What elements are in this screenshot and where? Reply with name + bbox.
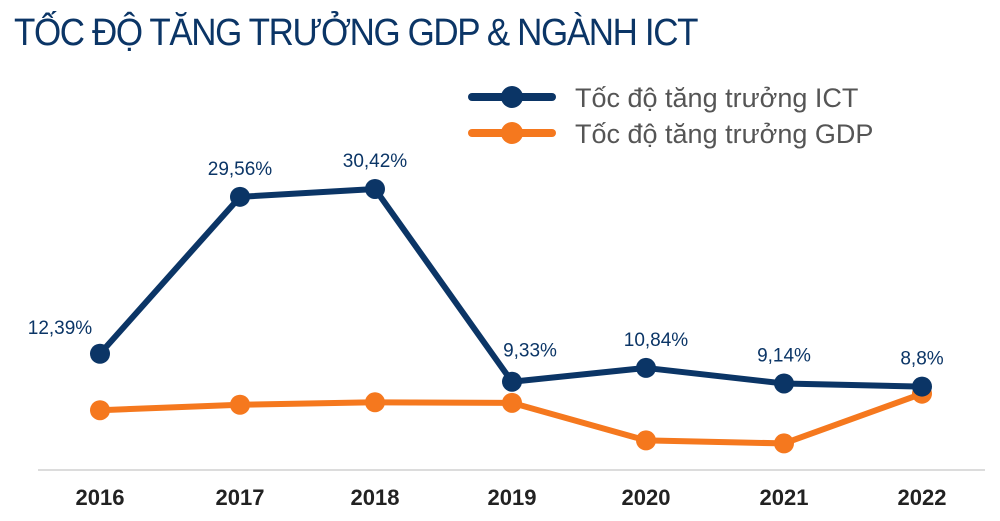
legend-label: Tốc độ tăng trưởng GDP <box>575 119 873 149</box>
data-label: 10,84% <box>624 330 689 351</box>
data-label: 12,39% <box>28 318 93 339</box>
x-tick-label: 2016 <box>76 485 125 510</box>
x-tick-label: 2022 <box>898 485 947 510</box>
data-point-ict <box>636 357 656 378</box>
data-label: 9,14% <box>757 345 811 366</box>
data-point-gdp <box>365 392 385 413</box>
data-point-gdp <box>774 433 794 454</box>
legend-label: Tốc độ tăng trưởng ICT <box>575 83 858 113</box>
x-tick-label: 2018 <box>351 485 400 510</box>
data-label: 8,8% <box>900 349 943 370</box>
data-label: 9,33% <box>503 341 557 362</box>
x-tick-label: 2021 <box>760 485 809 510</box>
data-point-gdp <box>230 394 250 415</box>
legend-marker-ict <box>501 86 523 108</box>
data-label: 30,42% <box>343 151 408 172</box>
data-point-ict <box>502 371 522 392</box>
data-point-ict <box>230 186 250 207</box>
data-label: 29,56% <box>208 159 273 180</box>
data-point-ict <box>90 343 110 364</box>
x-tick-label: 2017 <box>216 485 265 510</box>
data-point-ict <box>774 373 794 394</box>
legend-marker-gdp <box>501 122 523 144</box>
data-point-ict <box>912 376 932 397</box>
data-point-ict <box>365 178 385 199</box>
data-point-gdp <box>502 392 522 413</box>
x-tick-label: 2019 <box>488 485 537 510</box>
x-tick-label: 2020 <box>622 485 671 510</box>
data-point-gdp <box>636 430 656 451</box>
chart-title: TỐC ĐỘ TĂNG TRƯỞNG GDP & NGÀNH ICT <box>14 12 698 54</box>
data-point-gdp <box>90 400 110 421</box>
